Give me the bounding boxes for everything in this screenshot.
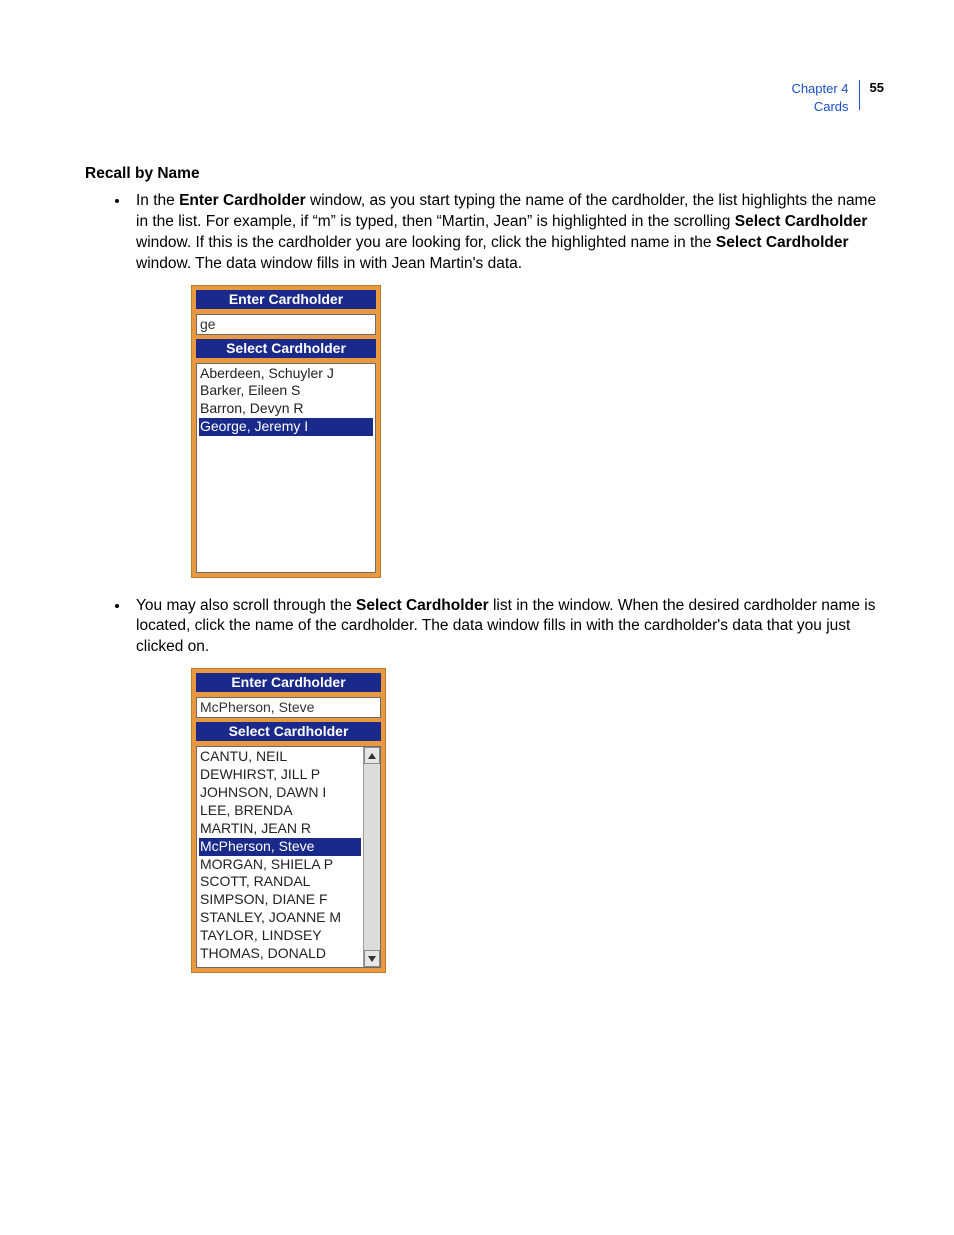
scrollbar[interactable] — [363, 747, 380, 967]
list-item[interactable]: Barron, Devyn R — [199, 400, 373, 418]
bullet2-bold-1: Select Cardholder — [356, 597, 489, 614]
bullet1-bold-2: Select Cardholder — [735, 213, 868, 230]
enter-cardholder-header: Enter Cardholder — [196, 290, 376, 309]
screenshot-1: Enter Cardholder ge Select Cardholder Ab… — [191, 285, 884, 578]
header-subtitle[interactable]: Cards — [791, 98, 848, 116]
select-cardholder-list[interactable]: Aberdeen, Schuyler JBarker, Eileen SBarr… — [197, 364, 375, 438]
list-item[interactable]: LEE, BRENDA — [199, 802, 361, 820]
header-chapter[interactable]: Chapter 4 — [791, 80, 848, 98]
section-title: Recall by Name — [85, 165, 884, 183]
list-item[interactable]: STANLEY, JOANNE M — [199, 909, 361, 927]
list-item[interactable]: JOHNSON, DAWN I — [199, 784, 361, 802]
bullet-2: You may also scroll through the Select C… — [130, 596, 884, 974]
bullet-1: In the Enter Cardholder window, as you s… — [130, 191, 884, 577]
list-item[interactable]: MORGAN, SHIELA P — [199, 856, 361, 874]
page-root: Chapter 4 Cards 55 Recall by Name In the… — [0, 0, 954, 1051]
enter-cardholder-input[interactable]: McPherson, Steve — [196, 697, 381, 718]
list-item[interactable]: DEWHIRST, JILL P — [199, 766, 361, 784]
chevron-up-icon — [368, 753, 376, 759]
bullet1-bold-3: Select Cardholder — [716, 234, 849, 251]
list-item[interactable]: CANTU, NEIL — [199, 748, 361, 766]
enter-cardholder-header: Enter Cardholder — [196, 673, 381, 692]
list-item[interactable]: SIMPSON, DIANE F — [199, 891, 361, 909]
header-page-number: 55 — [870, 80, 884, 95]
header-divider — [859, 80, 860, 110]
bullet1-text-a: In the — [136, 192, 179, 209]
list-item[interactable]: McPherson, Steve — [199, 838, 361, 856]
list-item[interactable]: George, Jeremy I — [199, 418, 373, 436]
list-item[interactable]: TAYLOR, LINDSEY — [199, 927, 361, 945]
list-item[interactable]: Barker, Eileen S — [199, 382, 373, 400]
select-cardholder-header: Select Cardholder — [196, 339, 376, 358]
bullet1-bold-1: Enter Cardholder — [179, 192, 306, 209]
bullet1-text-c: window. If this is the cardholder you ar… — [136, 234, 716, 251]
bullet2-text-a: You may also scroll through the — [136, 597, 356, 614]
body-list: In the Enter Cardholder window, as you s… — [130, 191, 884, 973]
select-cardholder-listwrap: Aberdeen, Schuyler JBarker, Eileen SBarr… — [196, 363, 376, 573]
screenshot-2: Enter Cardholder McPherson, Steve Select… — [191, 668, 884, 973]
cardholder-panel-2: Enter Cardholder McPherson, Steve Select… — [191, 668, 386, 973]
list-item[interactable]: SCOTT, RANDAL — [199, 873, 361, 891]
scroll-up-button[interactable] — [364, 747, 380, 764]
scroll-down-button[interactable] — [364, 950, 380, 967]
header-chapter-block: Chapter 4 Cards — [791, 80, 848, 115]
list-item[interactable]: MARTIN, JEAN R — [199, 820, 361, 838]
page-header: Chapter 4 Cards 55 — [85, 80, 884, 115]
list-item[interactable]: THOMAS, DONALD — [199, 945, 361, 963]
bullet1-text-d: window. The data window fills in with Je… — [136, 255, 522, 272]
enter-cardholder-input[interactable]: ge — [196, 314, 376, 335]
select-cardholder-listwrap: CANTU, NEILDEWHIRST, JILL PJOHNSON, DAWN… — [196, 746, 381, 968]
cardholder-panel-1: Enter Cardholder ge Select Cardholder Ab… — [191, 285, 381, 578]
select-cardholder-list[interactable]: CANTU, NEILDEWHIRST, JILL PJOHNSON, DAWN… — [197, 747, 363, 964]
select-cardholder-header: Select Cardholder — [196, 722, 381, 741]
chevron-down-icon — [368, 956, 376, 962]
list-item[interactable]: Aberdeen, Schuyler J — [199, 365, 373, 383]
